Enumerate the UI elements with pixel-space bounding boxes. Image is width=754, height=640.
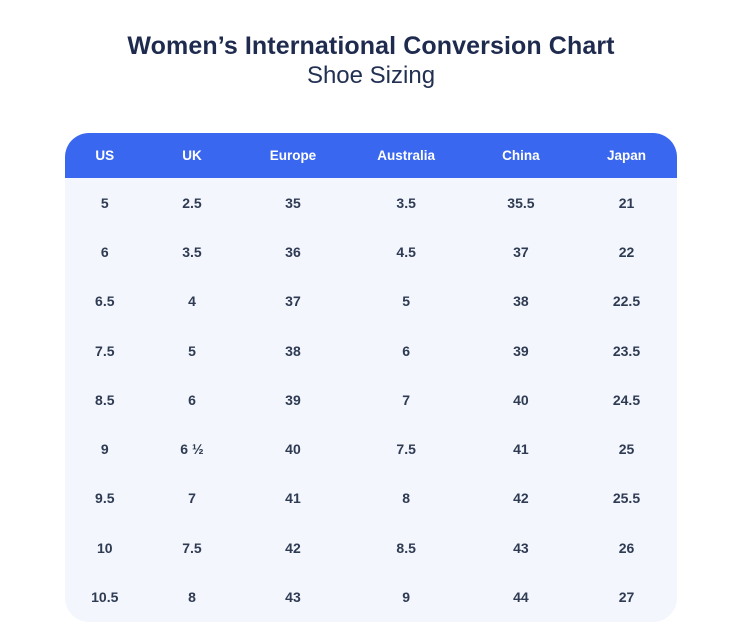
table-row: 6.5 4 37 5 38 22.5 <box>65 276 677 326</box>
table-cell: 23.5 <box>575 325 677 376</box>
table-cell: 7.5 <box>144 523 240 573</box>
table-cell: 10.5 <box>65 572 145 622</box>
table-cell: 22 <box>575 227 677 277</box>
table-cell: 37 <box>239 276 347 326</box>
table-cell: 25.5 <box>575 473 677 524</box>
table-cell: 5 <box>144 325 240 376</box>
column-header: Europe <box>239 133 347 178</box>
table-cell: 7 <box>346 375 466 425</box>
table-cell: 42 <box>465 473 576 524</box>
page-title: Women’s International Conversion Chart <box>127 32 615 60</box>
table-row: 7.5 5 38 6 39 23.5 <box>65 325 677 376</box>
table-cell: 43 <box>239 572 347 622</box>
table-cell: 40 <box>239 424 347 474</box>
conversion-table: US UK Europe Australia China Japan 5 2.5 35 3.5 3… <box>65 133 677 622</box>
table-cell: 42 <box>239 523 347 573</box>
table-row: 9.5 7 41 8 42 25.5 <box>65 473 677 524</box>
table-cell: 7.5 <box>65 325 145 376</box>
column-header: Japan <box>575 133 677 178</box>
table-cell: 4 <box>144 276 240 326</box>
table-cell: 39 <box>465 325 576 376</box>
table-cell: 6.5 <box>65 276 145 326</box>
page-subtitle: Shoe Sizing <box>306 62 436 89</box>
table-cell: 38 <box>465 276 576 326</box>
table-cell: 5 <box>65 178 145 228</box>
table-row: 10.5 8 43 9 44 27 <box>65 572 677 622</box>
table-cell: 40 <box>465 375 576 425</box>
table-cell: 25 <box>575 424 677 474</box>
table-cell: 8.5 <box>346 523 466 573</box>
table-cell: 10 <box>65 523 145 573</box>
table-cell: 7.5 <box>346 424 466 474</box>
table-cell: 41 <box>465 424 576 474</box>
table-header-row: US UK Europe Australia China Japan <box>65 133 677 178</box>
table-cell: 36 <box>239 227 347 277</box>
table-cell: 24.5 <box>575 375 677 425</box>
table-cell: 41 <box>239 473 347 524</box>
table-cell: 27 <box>575 572 677 622</box>
table-row: 10 7.5 42 8.5 43 26 <box>65 523 677 573</box>
table-cell: 21 <box>575 178 677 228</box>
table-cell: 3.5 <box>346 178 466 228</box>
table-cell: 8 <box>144 572 240 622</box>
column-header: China <box>465 133 576 178</box>
table-row: 8.5 6 39 7 40 24.5 <box>65 375 677 425</box>
table-cell: 4.5 <box>346 227 466 277</box>
table-cell: 9 <box>65 424 145 474</box>
column-header: US <box>65 133 145 178</box>
table-cell: 22.5 <box>575 276 677 326</box>
table-cell: 8.5 <box>65 375 145 425</box>
table-cell: 5 <box>346 276 466 326</box>
column-header: UK <box>144 133 240 178</box>
table-cell: 38 <box>239 325 347 376</box>
table-cell: 8 <box>346 473 466 524</box>
table-cell: 35 <box>239 178 347 228</box>
table-cell: 7 <box>144 473 240 524</box>
table-cell: 43 <box>465 523 576 573</box>
table-cell: 9.5 <box>65 473 145 524</box>
table-cell: 37 <box>465 227 576 277</box>
table-row: 5 2.5 35 3.5 35.5 21 <box>65 178 677 228</box>
table-cell: 3.5 <box>144 227 240 277</box>
table-cell: 26 <box>575 523 677 573</box>
table-row: 6 3.5 36 4.5 37 22 <box>65 227 677 277</box>
content-column: Women’s International Conversion Chart S… <box>65 0 677 622</box>
table-cell: 9 <box>346 572 466 622</box>
table-cell: 6 <box>346 325 466 376</box>
table-cell: 39 <box>239 375 347 425</box>
table-body: 5 2.5 35 3.5 35.5 21 6 3.5 36 4.5 37 22 6.5 4 37 5 38 22.… <box>65 178 677 622</box>
conversion-table-container: US UK Europe Australia China Japan 5 2.5 35 3.5 3… <box>65 133 677 622</box>
table-cell: 6 ½ <box>144 424 240 474</box>
table-cell: 44 <box>465 572 576 622</box>
table-cell: 6 <box>65 227 145 277</box>
table-cell: 6 <box>144 375 240 425</box>
table-header: US UK Europe Australia China Japan <box>65 133 677 178</box>
table-cell: 2.5 <box>144 178 240 228</box>
table-cell: 35.5 <box>465 178 576 228</box>
column-header: Australia <box>346 133 466 178</box>
